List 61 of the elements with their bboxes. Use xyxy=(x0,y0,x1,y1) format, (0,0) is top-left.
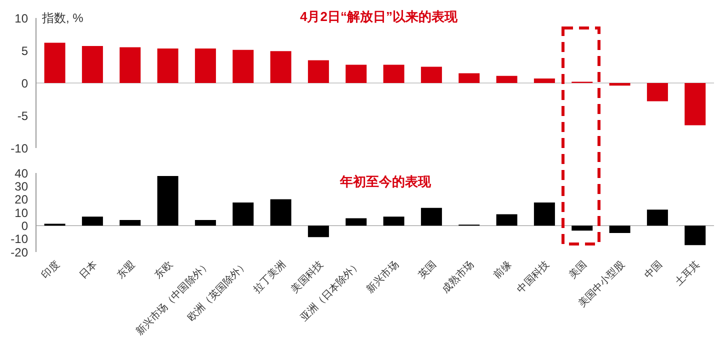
bar xyxy=(232,50,254,83)
x-tick-label: 东盟 xyxy=(114,258,138,282)
y-tick-label: 20 xyxy=(14,192,28,207)
bar xyxy=(646,83,668,102)
x-tick-label: 拉丁美洲 xyxy=(251,258,288,296)
bar xyxy=(308,60,329,83)
x-tick-label: 日本 xyxy=(77,258,100,282)
bar xyxy=(157,48,178,83)
bar xyxy=(534,202,555,226)
bar xyxy=(120,220,141,226)
bar xyxy=(684,83,706,126)
bar xyxy=(82,46,103,83)
y-tick-label: -5 xyxy=(17,108,28,123)
bar xyxy=(646,210,668,226)
y-tick-label: 0 xyxy=(21,76,28,90)
bar xyxy=(194,48,216,83)
x-tick-label: 成熟市场 xyxy=(440,258,476,296)
y-tick-label: 5 xyxy=(21,44,28,58)
bar xyxy=(270,199,292,226)
bar xyxy=(383,216,404,226)
bar xyxy=(194,220,216,226)
y-tick-label: -10 xyxy=(10,141,28,156)
y-tick-label: 0 xyxy=(21,218,28,233)
bar xyxy=(383,64,404,83)
bar xyxy=(496,214,518,226)
x-tick-label: 英国 xyxy=(416,258,439,282)
bar xyxy=(496,76,518,83)
bar xyxy=(157,176,178,226)
x-tick-label: 印度 xyxy=(39,258,62,282)
bar xyxy=(572,226,593,231)
bar xyxy=(346,64,367,83)
x-tick-label: 中国 xyxy=(642,258,665,282)
bar xyxy=(609,83,630,86)
y-tick-label: 10 xyxy=(14,11,28,26)
x-tick-label: 新兴市场 xyxy=(364,258,401,296)
chart-title: 年初至今的表现 xyxy=(340,173,431,191)
bar xyxy=(458,73,480,83)
x-tick-label: 东欧 xyxy=(152,258,175,282)
y-tick-label: -20 xyxy=(10,245,28,260)
y-tick-label: 10 xyxy=(14,206,28,220)
bar xyxy=(44,42,66,83)
x-tick-label: 美国 xyxy=(566,258,590,282)
bar xyxy=(420,208,442,226)
bar xyxy=(82,216,103,226)
bar xyxy=(420,66,442,83)
bar xyxy=(120,47,141,83)
bar xyxy=(684,226,706,246)
x-tick-label: 中国科技 xyxy=(514,258,552,296)
bar xyxy=(346,218,367,226)
y-tick-label: 30 xyxy=(14,179,28,194)
x-tick-label: 土耳其 xyxy=(672,258,702,288)
x-tick-label: 前缘 xyxy=(491,258,514,282)
y-axis-title: 指数, % xyxy=(42,10,84,27)
bar xyxy=(270,51,292,83)
y-tick-label: 40 xyxy=(14,166,28,180)
bar xyxy=(534,78,555,83)
bar xyxy=(308,226,329,238)
chart-title: 4月2日“解放日”以来的表现 xyxy=(300,8,458,26)
bar xyxy=(232,202,254,226)
y-tick-label: -10 xyxy=(10,232,28,246)
bar xyxy=(609,226,630,234)
